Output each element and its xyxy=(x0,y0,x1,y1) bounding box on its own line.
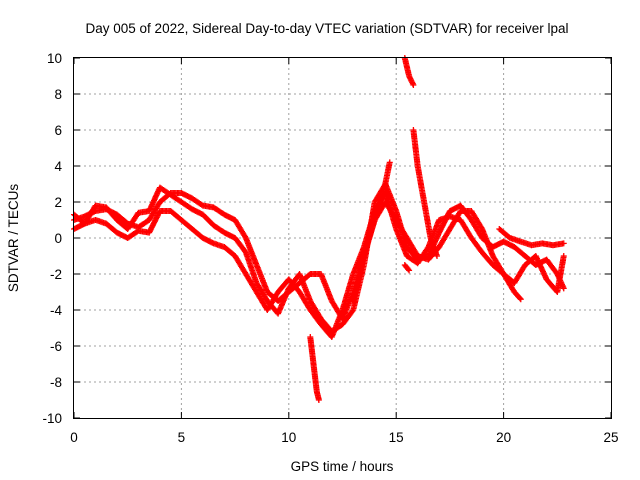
data-point xyxy=(349,308,356,315)
data-point xyxy=(560,240,567,247)
x-tick-label: 20 xyxy=(496,430,511,445)
axis-ticks: 0 5 10 15 20 25 -10 -8 -6 -4 -2 0 2 4 6 8 10 xyxy=(42,51,618,445)
data-point xyxy=(410,82,417,88)
data-point xyxy=(405,266,412,273)
x-tick-label: 10 xyxy=(281,430,296,445)
data-point xyxy=(386,159,393,166)
y-tick-label: -2 xyxy=(50,267,62,282)
x-tick-label: 25 xyxy=(603,430,618,445)
series-dip-15.5h xyxy=(401,262,413,274)
data-point xyxy=(516,295,523,302)
x-tick-label: 0 xyxy=(70,430,78,445)
y-tick-label: 8 xyxy=(54,87,62,102)
series-spike-11h xyxy=(307,334,322,403)
y-tick-label: -10 xyxy=(42,411,62,426)
y-tick-label: 0 xyxy=(54,231,62,246)
x-tick-label: 15 xyxy=(389,430,404,445)
y-tick-label: 4 xyxy=(54,159,62,174)
y-tick-label: -4 xyxy=(50,303,62,318)
chart-title: Day 005 of 2022, Sidereal Day-to-day VTE… xyxy=(86,21,569,36)
x-axis-label: GPS time / hours xyxy=(291,459,394,474)
data-point xyxy=(315,397,322,403)
data-point xyxy=(560,285,567,292)
series-spike-15-16h xyxy=(401,55,417,88)
data-point xyxy=(434,253,441,259)
data-point xyxy=(560,253,567,259)
y-tick-label: -8 xyxy=(50,375,62,390)
grid-lines xyxy=(74,58,611,418)
y-tick-label: 6 xyxy=(54,123,62,138)
y-tick-label: -6 xyxy=(50,339,62,354)
y-tick-label: 2 xyxy=(54,195,62,210)
plot-frame xyxy=(73,57,612,419)
series-rise-13-14h xyxy=(350,159,393,304)
y-axis-label: SDTVAR / TECUs xyxy=(6,184,21,293)
data-point xyxy=(517,296,524,303)
y-tick-label: 10 xyxy=(47,51,62,66)
data-points xyxy=(71,55,567,403)
x-tick-label: 5 xyxy=(178,430,186,445)
series-drop-16h xyxy=(410,127,441,259)
data-point xyxy=(406,267,413,274)
series-track-d xyxy=(496,226,567,249)
